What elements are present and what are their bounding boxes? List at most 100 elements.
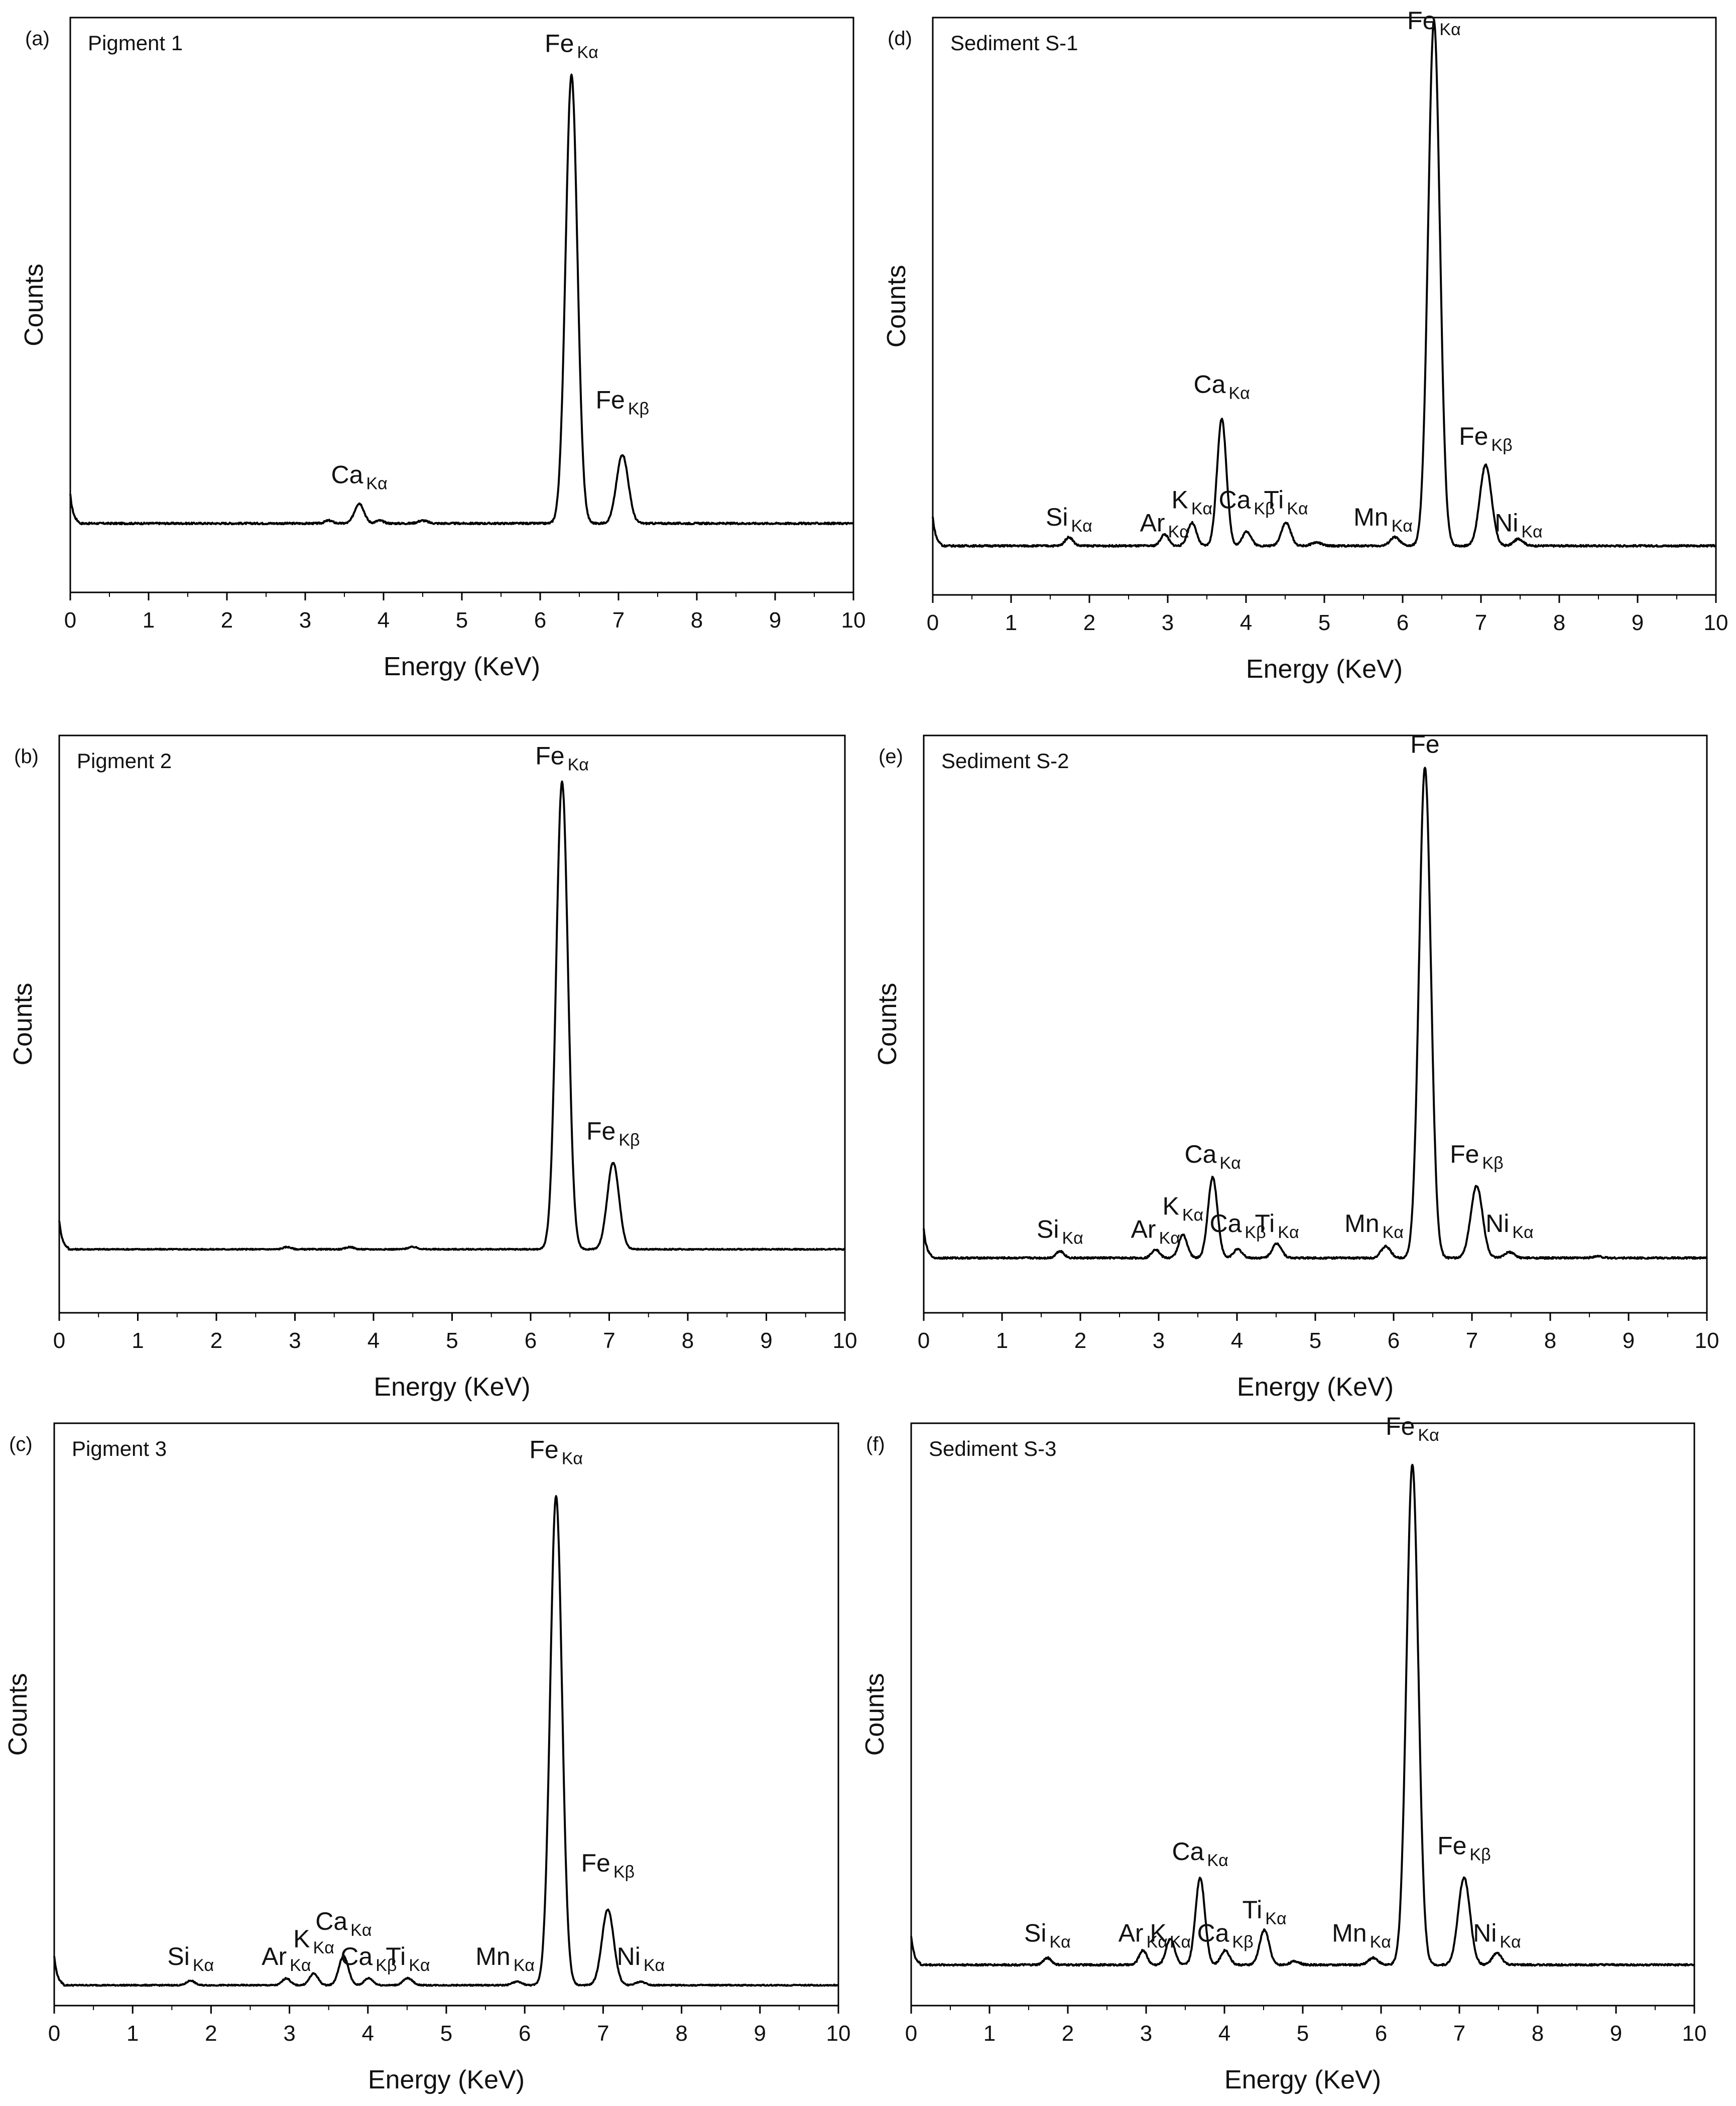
- peak-line-subscript: Kβ: [618, 1131, 640, 1150]
- peak-label: Ni Kα: [617, 1942, 665, 1975]
- x-tick-label: 9: [769, 608, 781, 633]
- spectrum-line: [910, 1463, 1695, 1967]
- x-tick-label: 1: [127, 2021, 139, 2046]
- peak-element: Ca: [340, 1942, 373, 1970]
- peak-element: Fe: [596, 386, 625, 414]
- peak-line-subscript: Kα: [562, 1449, 583, 1468]
- peak-label: Fe Kβ: [1459, 422, 1513, 455]
- peak-line-subscript: Kα: [1521, 523, 1542, 542]
- peak-line-subscript: Kβ: [1491, 436, 1512, 455]
- x-tick-label: 6: [1397, 610, 1409, 635]
- peak-element: K: [1172, 486, 1188, 514]
- peak-line-subscript: Kα: [366, 474, 387, 493]
- peak-label: Fe Kα: [1386, 1412, 1439, 1445]
- peak-element: Fe: [1386, 1412, 1415, 1440]
- x-tick-label: 4: [362, 2021, 374, 2046]
- peak-line-subscript: Kα: [1418, 1426, 1439, 1445]
- chart-panel-4: (d) Sediment S-1 0 1 2 3 4 5 6 7 8 9 10 Energy (KeV) C…: [882, 7, 1728, 684]
- peak-element: Mn: [475, 1942, 510, 1970]
- chart-panel-6: (f) Sediment S-3 0 1 2 3 4 5 6 7 8 9 10 Energy (KeV) C…: [860, 1412, 1706, 2094]
- peak-label: Ca Kα: [331, 460, 388, 493]
- peak-element: Ni: [1495, 509, 1518, 537]
- x-tick-label: 6: [534, 608, 546, 633]
- x-tick-label: 8: [1553, 610, 1565, 635]
- x-axis-label: Energy (KeV): [374, 1373, 530, 1402]
- peak-line-subscript: Kα: [1071, 517, 1092, 536]
- x-axis-label: Energy (KeV): [1246, 655, 1403, 684]
- x-tick-label: 1: [983, 2021, 996, 2046]
- panel-label: (b): [14, 746, 39, 768]
- x-tick-label: 5: [440, 2021, 452, 2046]
- x-tick-label: 9: [760, 1328, 772, 1353]
- peak-label: Fe Kα: [529, 1436, 583, 1468]
- peak-line-subscript: Kα: [1383, 1223, 1404, 1242]
- x-tick-label: 7: [1453, 2021, 1465, 2046]
- x-tick-label: 3: [299, 608, 311, 633]
- peak-line-subscript: Kα: [1287, 500, 1308, 519]
- peak-label: Mn Kα: [475, 1942, 535, 1975]
- peak-label: Ca Kα: [315, 1907, 371, 1940]
- peak-label: Ar Kα: [1131, 1215, 1180, 1248]
- x-tick-label: 8: [682, 1328, 694, 1353]
- peak-line-subscript: Kβ: [613, 1863, 635, 1882]
- peak-element: Ar: [262, 1942, 287, 1970]
- x-tick-label: 5: [1309, 1328, 1321, 1353]
- peak-line-subscript: Kα: [568, 756, 589, 775]
- x-tick-label: 0: [64, 608, 76, 633]
- peak-line-subscript: Kα: [1265, 1909, 1286, 1928]
- peak-label: Ni Kα: [1495, 509, 1543, 542]
- chart-title: Pigment 1: [88, 31, 183, 55]
- peak-label: Fe Kα: [1407, 7, 1461, 39]
- spectrum-line: [58, 780, 846, 1251]
- x-tick-label: 8: [1544, 1328, 1556, 1353]
- peak-line-subscript: Kα: [1500, 1932, 1521, 1951]
- y-axis-label: Counts: [882, 265, 911, 348]
- peak-label: Si Kα: [1037, 1215, 1083, 1248]
- chart-title: Pigment 3: [72, 1437, 167, 1460]
- panel-label: (a): [25, 28, 50, 50]
- peak-element: Fe: [535, 742, 564, 770]
- peak-line-subscript: Kβ: [1482, 1154, 1503, 1173]
- peak-element: K: [1150, 1919, 1167, 1947]
- x-tick-label: 6: [519, 2021, 531, 2046]
- peak-label: Mn Kα: [1344, 1209, 1404, 1242]
- peak-label: Fe Kα: [535, 742, 589, 775]
- peak-line-subscript: Kα: [193, 1956, 214, 1975]
- peak-element: Ti: [1242, 1896, 1262, 1924]
- peak-label: Fe Kβ: [581, 1849, 635, 1882]
- y-axis-label: Counts: [20, 264, 49, 346]
- x-tick-label: 6: [1375, 2021, 1387, 2046]
- peak-label: Ca Kα: [1194, 370, 1250, 403]
- x-tick-label: 3: [1162, 610, 1174, 635]
- y-axis-label: Counts: [873, 983, 902, 1066]
- peak-element: Ti: [1264, 486, 1284, 514]
- x-tick-label: 10: [1704, 610, 1728, 635]
- peak-element: Ca: [315, 1907, 347, 1935]
- x-tick-label: 3: [1153, 1328, 1165, 1353]
- peak-line-subscript: Kβ: [628, 400, 649, 419]
- peak-label: Ar Kα: [262, 1942, 311, 1975]
- x-tick-label: 0: [53, 1328, 65, 1353]
- peak-element: Ni: [617, 1942, 641, 1970]
- peak-label: K Kα: [1172, 486, 1213, 519]
- x-tick-label: 8: [691, 608, 703, 633]
- x-tick-label: 5: [1318, 610, 1330, 635]
- peak-element: Ca: [331, 460, 363, 488]
- x-tick-label: 7: [597, 2021, 609, 2046]
- peak-element: Fe: [1410, 730, 1439, 759]
- x-tick-label: 4: [1218, 2021, 1230, 2046]
- peak-label: Ca Kβ: [1209, 1209, 1266, 1242]
- x-tick-label: 1: [132, 1328, 144, 1353]
- peak-element: Mn: [1344, 1209, 1379, 1237]
- plot-frame: [910, 1422, 1695, 2007]
- x-axis-label: Energy (KeV): [1224, 2065, 1381, 2094]
- spectrum-line: [923, 767, 1708, 1260]
- peak-label: Fe: [1410, 730, 1439, 759]
- chart-title: Sediment S-1: [950, 31, 1078, 55]
- peak-element: Fe: [1459, 422, 1488, 450]
- peak-element: Fe: [586, 1117, 615, 1145]
- peak-line-subscript: Kβ: [376, 1956, 397, 1975]
- peak-label: Fe Kα: [545, 30, 598, 62]
- peak-line-subscript: Kβ: [1469, 1845, 1491, 1864]
